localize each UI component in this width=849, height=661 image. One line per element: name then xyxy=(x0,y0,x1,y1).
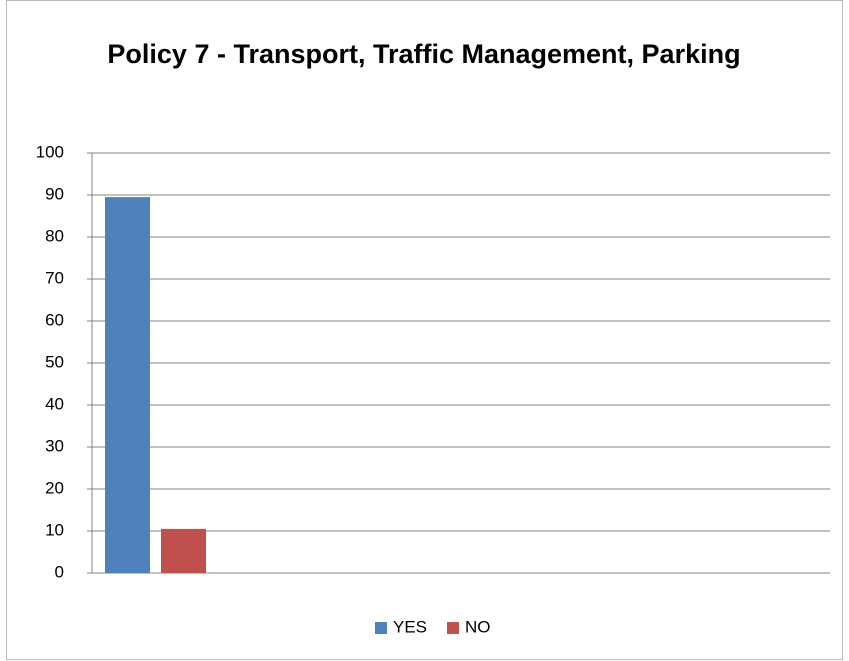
chart-title: Policy 7 - Transport, Traffic Management… xyxy=(107,39,741,69)
y-tick-label: 0 xyxy=(55,562,64,581)
bar xyxy=(105,197,150,573)
y-tick-label: 30 xyxy=(45,436,64,455)
legend-label: NO xyxy=(465,617,491,636)
legend-swatch xyxy=(447,622,460,634)
y-tick-label: 20 xyxy=(45,478,64,497)
y-tick-label: 100 xyxy=(36,142,64,161)
legend-label: YES xyxy=(393,617,427,636)
y-tick-label: 50 xyxy=(45,352,64,371)
y-tick-label: 60 xyxy=(45,310,64,329)
bar xyxy=(161,528,206,573)
y-tick-label: 40 xyxy=(45,394,64,413)
y-tick-label: 80 xyxy=(45,226,64,245)
y-tick-label: 10 xyxy=(45,520,64,539)
y-tick-label: 70 xyxy=(45,268,64,287)
legend-swatch xyxy=(375,622,387,634)
y-tick-label: 90 xyxy=(45,184,64,203)
